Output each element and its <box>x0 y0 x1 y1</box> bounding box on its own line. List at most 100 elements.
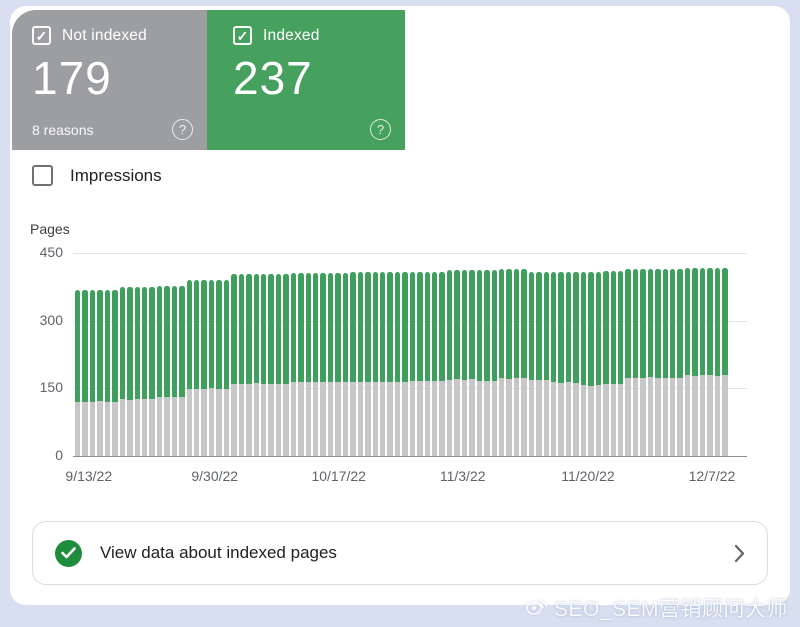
impressions-toggle[interactable]: Impressions <box>32 165 162 186</box>
bar[interactable] <box>141 287 148 456</box>
bar[interactable] <box>201 279 207 456</box>
bar[interactable] <box>179 285 185 456</box>
bar[interactable] <box>632 269 639 456</box>
bar[interactable] <box>595 271 602 456</box>
bar[interactable] <box>565 272 572 456</box>
bar[interactable] <box>617 271 624 456</box>
bar[interactable] <box>112 290 118 456</box>
bar[interactable] <box>149 287 155 456</box>
bar[interactable] <box>417 271 423 456</box>
bar[interactable] <box>409 271 416 456</box>
bar[interactable] <box>320 273 326 456</box>
bar[interactable] <box>75 290 81 456</box>
bar[interactable] <box>625 269 631 456</box>
indexed-checkbox[interactable]: ✓ <box>233 26 252 45</box>
bar[interactable] <box>216 279 222 456</box>
bar[interactable] <box>156 285 163 456</box>
bar[interactable] <box>253 274 259 456</box>
not-indexed-card[interactable]: ✓ Not indexed 179 8 reasons ? <box>12 10 207 150</box>
bar[interactable] <box>662 269 668 456</box>
bar[interactable] <box>402 272 408 456</box>
bar[interactable] <box>350 272 356 456</box>
bar[interactable] <box>506 269 512 456</box>
indexed-segment <box>298 273 304 383</box>
bar[interactable] <box>194 279 200 456</box>
bar[interactable] <box>283 274 289 456</box>
bar[interactable] <box>603 271 609 456</box>
bar[interactable] <box>164 285 170 456</box>
bar[interactable] <box>238 274 245 456</box>
bar[interactable] <box>588 271 594 456</box>
bar[interactable] <box>342 273 349 456</box>
bar[interactable] <box>97 290 103 456</box>
not-indexed-segment <box>260 383 267 456</box>
bar[interactable] <box>677 269 683 456</box>
bar[interactable] <box>670 269 676 456</box>
bar[interactable] <box>528 271 535 456</box>
bar[interactable] <box>551 272 557 456</box>
bar[interactable] <box>313 273 319 456</box>
bar[interactable] <box>357 272 364 456</box>
bar[interactable] <box>134 287 140 456</box>
bar[interactable] <box>610 271 616 456</box>
bar[interactable] <box>543 271 549 456</box>
bar[interactable] <box>432 271 438 456</box>
bar[interactable] <box>223 279 230 456</box>
not-indexed-checkbox[interactable]: ✓ <box>32 26 51 45</box>
not-indexed-reasons-link[interactable]: 8 reasons <box>32 121 94 138</box>
bar[interactable] <box>82 290 88 456</box>
bar[interactable] <box>580 271 587 456</box>
bar[interactable] <box>536 271 542 456</box>
bar[interactable] <box>714 268 721 456</box>
bar[interactable] <box>446 270 453 456</box>
bar[interactable] <box>104 290 111 456</box>
bar[interactable] <box>394 272 401 456</box>
bar[interactable] <box>684 268 691 456</box>
bar[interactable] <box>365 272 371 456</box>
bar[interactable] <box>469 270 475 456</box>
bar[interactable] <box>692 268 698 456</box>
bar[interactable] <box>491 270 497 456</box>
bar[interactable] <box>461 270 468 456</box>
bar[interactable] <box>275 274 282 456</box>
bar[interactable] <box>372 272 378 456</box>
bar[interactable] <box>290 273 297 456</box>
bar[interactable] <box>89 290 96 456</box>
bar[interactable] <box>722 268 728 456</box>
bar[interactable] <box>305 273 311 456</box>
bar[interactable] <box>335 273 341 456</box>
bar[interactable] <box>699 268 706 456</box>
bar[interactable] <box>119 287 126 456</box>
bar[interactable] <box>484 270 490 456</box>
bar[interactable] <box>246 274 252 456</box>
bar[interactable] <box>521 269 527 456</box>
bar[interactable] <box>439 271 445 456</box>
view-indexed-data-button[interactable]: View data about indexed pages <box>32 521 768 585</box>
bar[interactable] <box>513 269 520 456</box>
bar[interactable] <box>387 272 393 456</box>
help-icon[interactable]: ? <box>172 119 193 140</box>
bar[interactable] <box>171 285 178 456</box>
bar[interactable] <box>707 268 713 456</box>
impressions-checkbox[interactable] <box>32 165 53 186</box>
bar[interactable] <box>424 271 430 456</box>
bar[interactable] <box>186 279 192 456</box>
bar[interactable] <box>454 270 460 456</box>
indexed-card[interactable]: ✓ Indexed 237 ? <box>207 10 405 150</box>
bar[interactable] <box>231 274 237 456</box>
bar[interactable] <box>127 287 133 456</box>
bar[interactable] <box>655 269 661 456</box>
bar[interactable] <box>268 274 274 456</box>
bar[interactable] <box>327 273 334 456</box>
bar[interactable] <box>298 273 304 456</box>
bar[interactable] <box>260 274 267 456</box>
bar[interactable] <box>647 269 654 456</box>
bar[interactable] <box>208 279 215 456</box>
bar[interactable] <box>558 272 564 456</box>
bar[interactable] <box>498 269 505 456</box>
help-icon[interactable]: ? <box>370 119 391 140</box>
bar[interactable] <box>379 272 386 456</box>
bar[interactable] <box>573 272 579 456</box>
bar[interactable] <box>476 270 483 456</box>
bar[interactable] <box>640 269 646 456</box>
